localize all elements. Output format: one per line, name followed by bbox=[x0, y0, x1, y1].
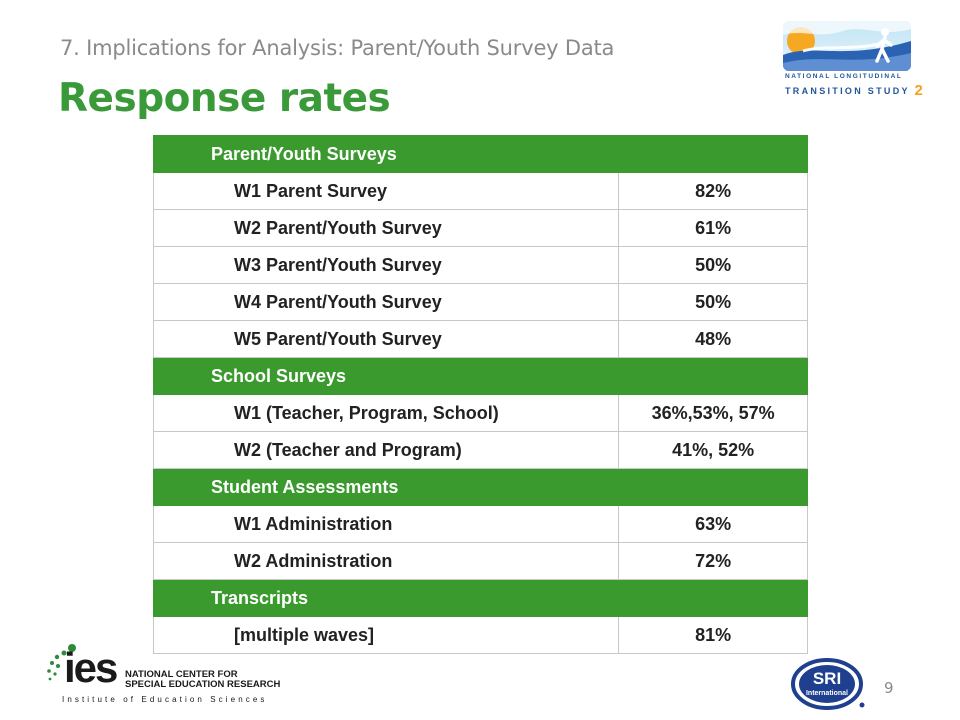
row-label: W1 Parent Survey bbox=[152, 172, 620, 210]
page-number: 9 bbox=[884, 679, 894, 697]
table-row: W2 Administration 72% bbox=[152, 542, 808, 580]
ies-line1: NATIONAL CENTER FOR bbox=[125, 669, 238, 680]
row-label: W1 Administration bbox=[152, 505, 620, 543]
ies-institute: Institute of Education Sciences bbox=[62, 695, 268, 704]
table-row: W2 Parent/Youth Survey 61% bbox=[152, 209, 808, 247]
table-row: W3 Parent/Youth Survey 50% bbox=[152, 246, 808, 284]
section-row: School Surveys bbox=[153, 357, 808, 395]
sri-top-text: SRI bbox=[813, 669, 841, 688]
row-label: W3 Parent/Youth Survey bbox=[152, 246, 620, 284]
nlts2-number: 2 bbox=[914, 82, 923, 99]
row-label: W2 Administration bbox=[152, 542, 620, 580]
row-value: 50% bbox=[618, 283, 808, 321]
nlts2-logo: NATIONAL LONGITUDINAL TRANSITION STUDY 2 bbox=[783, 21, 923, 99]
sri-seal-icon: SRI International bbox=[791, 658, 865, 710]
ies-line2: SPECIAL EDUCATION RESEARCH bbox=[125, 679, 281, 690]
row-label: [multiple waves] bbox=[152, 616, 620, 654]
section-heading: School Surveys bbox=[153, 357, 808, 395]
row-value: 50% bbox=[618, 246, 808, 284]
row-label: W4 Parent/Youth Survey bbox=[152, 283, 620, 321]
walking-figure-icon bbox=[875, 28, 893, 63]
nlts2-line2-text: TRANSITION STUDY bbox=[785, 86, 910, 96]
section-row: Parent/Youth Surveys bbox=[153, 135, 808, 173]
row-value: 48% bbox=[618, 320, 808, 358]
row-label: W5 Parent/Youth Survey bbox=[152, 320, 620, 358]
table-row: W1 Parent Survey 82% bbox=[152, 172, 808, 210]
row-value: 41%, 52% bbox=[618, 431, 808, 469]
row-label: W2 Parent/Youth Survey bbox=[152, 209, 620, 247]
row-value: 36%,53%, 57% bbox=[618, 394, 808, 432]
row-value: 81% bbox=[618, 616, 808, 654]
table-row: W2 (Teacher and Program) 41%, 52% bbox=[152, 431, 808, 469]
table-row: W5 Parent/Youth Survey 48% bbox=[152, 320, 808, 358]
row-label: W1 (Teacher, Program, School) bbox=[152, 394, 620, 432]
section-heading: Parent/Youth Surveys bbox=[153, 135, 808, 173]
nlts2-line1: NATIONAL LONGITUDINAL bbox=[785, 73, 903, 80]
row-value: 61% bbox=[618, 209, 808, 247]
nlts2-line2: TRANSITION STUDY 2 bbox=[785, 81, 923, 99]
response-rates-table: Parent/Youth Surveys W1 Parent Survey 82%… bbox=[152, 135, 808, 654]
slide-subtitle: 7. Implications for Analysis: Parent/You… bbox=[60, 36, 615, 60]
row-label: W2 (Teacher and Program) bbox=[152, 431, 620, 469]
table-row: W1 Administration 63% bbox=[152, 505, 808, 543]
table-row: W4 Parent/Youth Survey 50% bbox=[152, 283, 808, 321]
table-row: W1 (Teacher, Program, School) 36%,53%, 57… bbox=[152, 394, 808, 432]
slide-title: Response rates bbox=[58, 76, 391, 121]
section-heading: Student Assessments bbox=[153, 468, 808, 506]
nlts2-badge bbox=[783, 21, 911, 71]
ies-logo: ies NATIONAL CENTER FOR SPECIAL EDUCATIO… bbox=[46, 643, 286, 707]
row-value: 63% bbox=[618, 505, 808, 543]
sun-icon bbox=[783, 21, 911, 71]
section-row: Student Assessments bbox=[153, 468, 808, 506]
section-heading: Transcripts bbox=[153, 579, 808, 617]
section-row: Transcripts bbox=[153, 579, 808, 617]
response-rates-body: Parent/Youth Surveys W1 Parent Survey 82%… bbox=[152, 135, 808, 654]
sri-bottom-text: International bbox=[806, 690, 848, 697]
ies-dots-icon bbox=[47, 644, 76, 681]
row-value: 82% bbox=[618, 172, 808, 210]
row-value: 72% bbox=[618, 542, 808, 580]
ies-wordmark: ies bbox=[64, 644, 118, 691]
table-row: [multiple waves] 81% bbox=[152, 616, 808, 654]
